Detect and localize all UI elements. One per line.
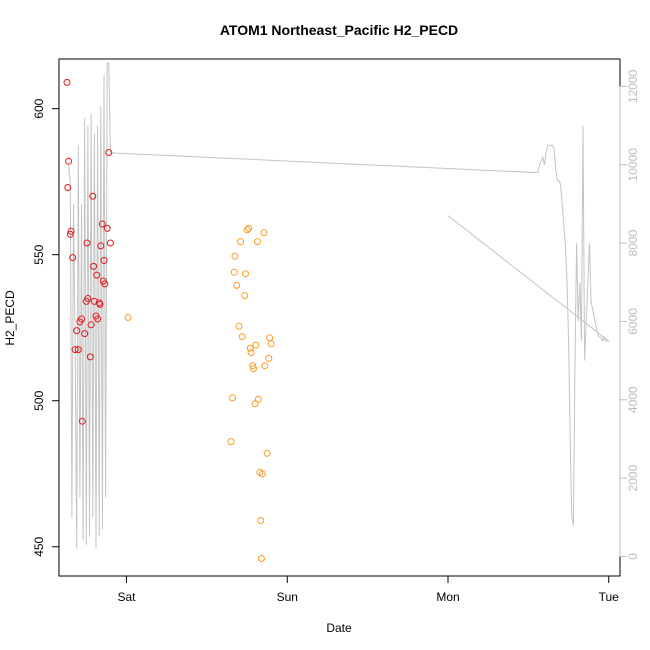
data-point-red xyxy=(83,239,91,247)
data-point-orange xyxy=(246,344,254,352)
y-tick-label: 600 xyxy=(32,98,46,118)
data-point-red xyxy=(86,353,94,361)
data-point-red xyxy=(69,254,77,262)
data-point-red xyxy=(71,346,79,354)
data-point-orange xyxy=(229,394,237,402)
y2-tick-label: 6000 xyxy=(626,308,640,335)
y2-tick-label: 4000 xyxy=(626,386,640,413)
data-point-orange xyxy=(263,449,271,457)
trend-line xyxy=(68,62,611,549)
y2-tick-label: 0 xyxy=(626,553,640,560)
data-point-red xyxy=(63,78,71,86)
data-point-orange xyxy=(235,322,243,330)
data-point-orange xyxy=(230,268,238,276)
x-axis-label: Date xyxy=(326,621,352,635)
data-point-red xyxy=(67,227,75,235)
data-point-orange xyxy=(124,314,132,321)
data-point-red xyxy=(90,297,98,305)
y2-tick-label: 12000 xyxy=(626,69,640,103)
data-point-red xyxy=(93,271,101,279)
data-point-orange xyxy=(265,354,273,362)
y-axis-label: H2_PECD xyxy=(3,290,17,346)
data-point-orange xyxy=(258,470,266,478)
data-point-orange xyxy=(238,333,246,340)
trend-line-layer xyxy=(68,62,611,549)
data-point-orange xyxy=(258,555,265,562)
y-axis-right: 0 2000 4000 6000 8000 10000 12000 xyxy=(619,69,640,560)
data-point-orange xyxy=(243,226,251,234)
x-tick-label: Mon xyxy=(436,590,459,604)
data-point-red xyxy=(65,157,73,165)
x-tick-label: Sun xyxy=(277,590,298,604)
x-axis: Sat Sun Mon Tue xyxy=(118,575,620,604)
data-point-red xyxy=(84,295,92,302)
data-point-red xyxy=(97,242,105,250)
y-tick-label: 550 xyxy=(32,244,46,264)
data-point-orange xyxy=(257,517,265,524)
x-tick-label: Tue xyxy=(599,590,620,604)
data-point-orange xyxy=(245,224,253,232)
data-point-red xyxy=(87,321,95,329)
data-point-red xyxy=(96,300,104,308)
data-point-red xyxy=(66,230,74,238)
x-tick-label: Sat xyxy=(118,590,137,604)
data-point-orange xyxy=(242,270,249,278)
data-point-orange xyxy=(231,252,239,260)
y2-tick-label: 2000 xyxy=(626,464,640,491)
y2-tick-label: 8000 xyxy=(626,229,640,256)
data-point-orange xyxy=(233,281,241,289)
points-layer xyxy=(63,78,275,562)
plot-frame xyxy=(58,58,621,577)
data-point-orange xyxy=(247,349,255,357)
y-tick-label: 450 xyxy=(32,536,46,556)
y2-tick-label: 10000 xyxy=(626,148,640,182)
y-axis-left: 450 500 550 600 xyxy=(32,98,60,557)
data-point-orange xyxy=(227,438,235,446)
data-point-red xyxy=(90,262,98,270)
data-point-orange xyxy=(260,229,268,237)
chart-title: ATOM1 Northeast_Pacific H2_PECD xyxy=(220,22,458,38)
data-point-red xyxy=(81,330,89,338)
data-point-orange xyxy=(237,238,245,246)
data-point-red xyxy=(103,224,111,232)
y-tick-label: 500 xyxy=(32,390,46,410)
data-point-red xyxy=(89,192,97,200)
data-point-red xyxy=(74,346,82,354)
data-point-red xyxy=(105,149,113,156)
data-point-red xyxy=(101,280,109,288)
data-point-red xyxy=(64,184,72,191)
data-point-orange xyxy=(249,362,257,370)
data-point-orange xyxy=(261,362,269,370)
data-point-red xyxy=(78,315,85,323)
data-point-orange xyxy=(267,340,275,348)
data-point-orange xyxy=(254,238,261,246)
data-point-orange xyxy=(241,292,249,300)
data-point-red xyxy=(94,315,102,323)
data-point-orange xyxy=(250,365,257,373)
data-point-red xyxy=(100,257,108,264)
data-point-orange xyxy=(266,334,274,342)
data-point-orange xyxy=(254,395,262,403)
data-point-orange xyxy=(252,341,260,349)
data-point-red xyxy=(98,220,106,228)
data-point-red xyxy=(78,417,86,425)
data-point-red xyxy=(73,327,81,335)
data-point-red xyxy=(106,239,114,247)
